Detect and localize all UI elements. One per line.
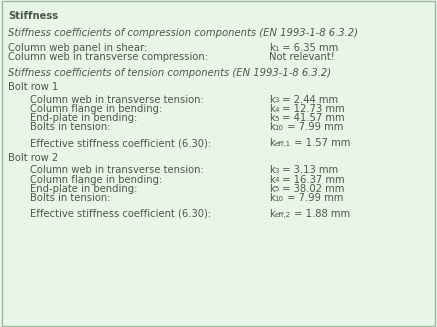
Text: Effective stiffness coefficient (6.30):: Effective stiffness coefficient (6.30):	[30, 138, 211, 148]
Text: Bolts in tension:: Bolts in tension:	[30, 193, 110, 203]
Text: k: k	[269, 138, 274, 148]
Text: = 38.02 mm: = 38.02 mm	[279, 184, 344, 194]
Text: = 7.99 mm: = 7.99 mm	[284, 122, 343, 132]
Text: = 41.57 mm: = 41.57 mm	[279, 113, 345, 123]
Text: End-plate in bending:: End-plate in bending:	[30, 113, 137, 123]
Text: Column flange in bending:: Column flange in bending:	[30, 104, 162, 114]
Text: = 3.13 mm: = 3.13 mm	[279, 165, 338, 176]
Text: k: k	[269, 209, 274, 219]
Text: = 1.88 mm: = 1.88 mm	[291, 209, 350, 219]
Text: Column web in transverse compression:: Column web in transverse compression:	[8, 52, 208, 62]
Text: Column web in transverse tension:: Column web in transverse tension:	[30, 95, 204, 105]
Text: Bolts in tension:: Bolts in tension:	[30, 122, 110, 132]
Text: = 16.37 mm: = 16.37 mm	[279, 175, 345, 185]
Text: k: k	[269, 175, 274, 185]
Text: 3: 3	[274, 97, 279, 103]
Text: k: k	[269, 43, 274, 53]
Text: Not relevant!: Not relevant!	[269, 52, 334, 62]
Text: Stiffness coefficients of compression components (EN 1993-1-8 6.3.2): Stiffness coefficients of compression co…	[8, 28, 358, 38]
Text: = 6.35 mm: = 6.35 mm	[279, 43, 338, 53]
Text: = 1.57 mm: = 1.57 mm	[291, 138, 350, 148]
Text: Column web in transverse tension:: Column web in transverse tension:	[30, 165, 204, 176]
Text: Stiffness: Stiffness	[8, 11, 58, 22]
Text: 3: 3	[274, 168, 279, 174]
Text: Effective stiffness coefficient (6.30):: Effective stiffness coefficient (6.30):	[30, 209, 211, 219]
Text: k: k	[269, 193, 274, 203]
Text: Stiffness coefficients of tension components (EN 1993-1-8 6.3.2): Stiffness coefficients of tension compon…	[8, 68, 331, 78]
Text: k: k	[269, 104, 274, 114]
Text: End-plate in bending:: End-plate in bending:	[30, 184, 137, 194]
Text: k: k	[269, 113, 274, 123]
Text: k: k	[269, 184, 274, 194]
Text: Column flange in bending:: Column flange in bending:	[30, 175, 162, 185]
Text: 5: 5	[274, 116, 279, 122]
Text: eff,1: eff,1	[274, 141, 291, 147]
Text: = 2.44 mm: = 2.44 mm	[279, 95, 338, 105]
Text: 4: 4	[274, 177, 279, 183]
Text: 1: 1	[274, 46, 279, 52]
Text: = 12.73 mm: = 12.73 mm	[279, 104, 345, 114]
Text: k: k	[269, 165, 274, 176]
Text: = 7.99 mm: = 7.99 mm	[284, 193, 343, 203]
Text: Bolt row 2: Bolt row 2	[8, 153, 58, 163]
Text: k: k	[269, 122, 274, 132]
Text: 10: 10	[274, 196, 284, 201]
Text: eff,2: eff,2	[274, 212, 291, 217]
Text: 4: 4	[274, 107, 279, 112]
Text: Column web panel in shear:: Column web panel in shear:	[8, 43, 147, 53]
Text: k: k	[269, 95, 274, 105]
Text: 5: 5	[274, 186, 279, 192]
Text: 10: 10	[274, 125, 284, 131]
Text: Bolt row 1: Bolt row 1	[8, 82, 58, 93]
